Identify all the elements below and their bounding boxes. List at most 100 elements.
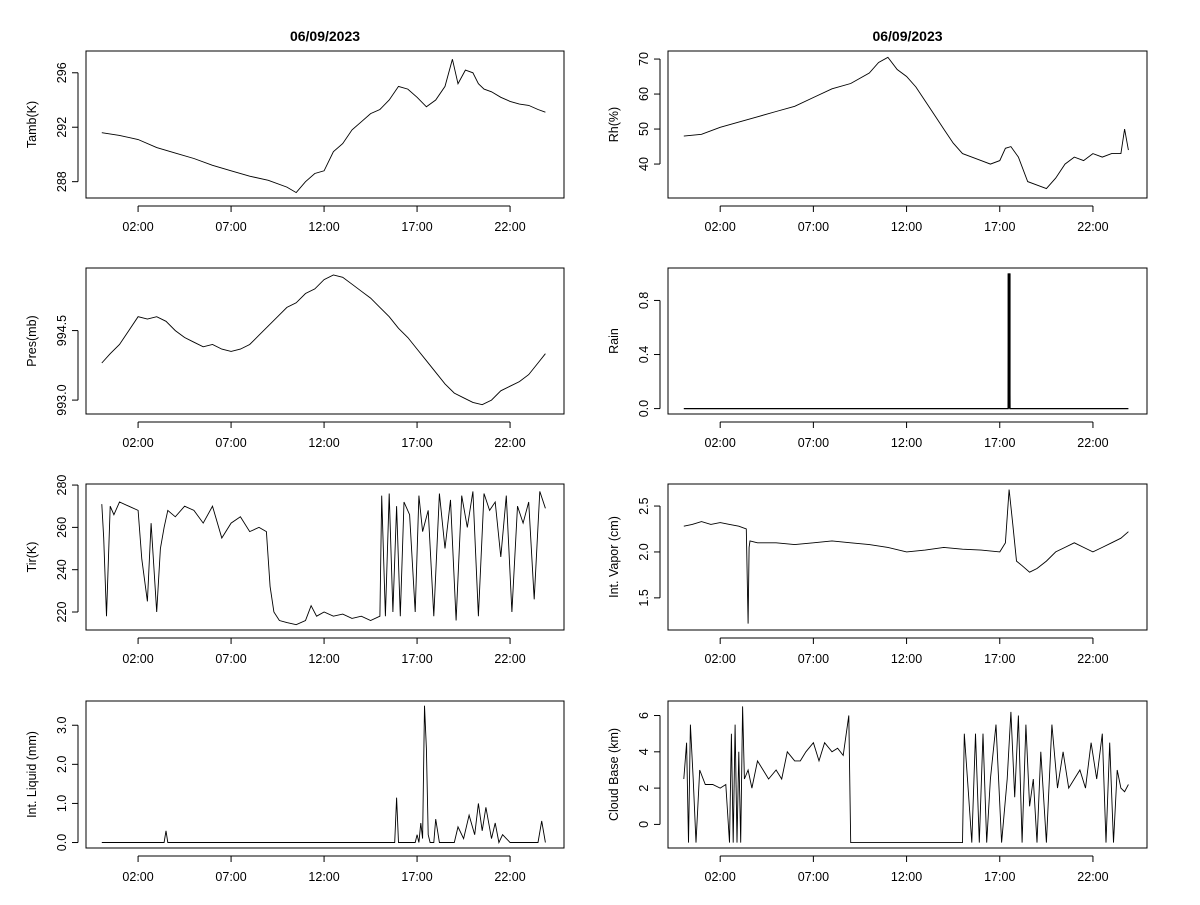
y-tick-label: 296: [55, 62, 69, 83]
y-tick-label: 4: [637, 748, 651, 755]
y-axis-label: Pres(mb): [25, 315, 39, 366]
y-tick-label: 0.0: [55, 834, 69, 851]
plot-frame: [85, 50, 565, 199]
x-tick-label: 02:00: [122, 652, 153, 666]
y-tick-label: 0.8: [637, 292, 651, 309]
x-tick-label: 17:00: [401, 436, 432, 450]
series-line: [101, 705, 546, 844]
y-tick-label: 240: [55, 559, 69, 580]
x-tick-label: 17:00: [984, 436, 1015, 450]
x-tick-label: 07:00: [798, 436, 829, 450]
series-line: [101, 491, 546, 626]
x-tick-label: 02:00: [122, 436, 153, 450]
plot-frame: [667, 483, 1148, 631]
x-tick-label: 02:00: [122, 220, 153, 234]
y-tick-label: 70: [637, 52, 651, 66]
y-tick-label: 288: [55, 171, 69, 192]
plot-frame: [667, 700, 1148, 849]
x-tick-label: 12:00: [308, 436, 339, 450]
x-tick-label: 12:00: [891, 870, 922, 884]
y-tick-label: 280: [55, 475, 69, 496]
y-tick-label: 0.4: [637, 346, 651, 363]
series-line: [683, 706, 1129, 844]
panel-3: 02:00 07:00 12:00 17:00 22:00 993.0 994.5 Pres(…: [25, 267, 565, 450]
y-tick-label: 40: [637, 157, 651, 171]
x-tick-label: 17:00: [984, 652, 1015, 666]
series-line: [683, 56, 1129, 190]
chart-title: 06/09/2023: [290, 28, 360, 44]
x-tick-label: 07:00: [798, 652, 829, 666]
x-tick-label: 22:00: [494, 652, 525, 666]
y-tick-label: 220: [55, 602, 69, 623]
x-tick-label: 02:00: [705, 436, 736, 450]
y-tick-label: 6: [637, 712, 651, 719]
x-tick-label: 12:00: [308, 652, 339, 666]
x-tick-label: 07:00: [798, 870, 829, 884]
y-tick-label: 1.5: [637, 589, 651, 606]
y-axis-label: Rain: [607, 328, 621, 354]
y-axis-label: Cloud Base (km): [607, 728, 621, 821]
x-tick-label: 07:00: [215, 436, 246, 450]
y-tick-label: 994.5: [55, 315, 69, 346]
plot-frame: [667, 267, 1148, 415]
x-tick-label: 02:00: [122, 870, 153, 884]
y-axis-label: Int. Vapor (cm): [607, 516, 621, 598]
y-tick-label: 2: [637, 785, 651, 792]
x-tick-label: 17:00: [401, 870, 432, 884]
y-tick-label: 993.0: [55, 384, 69, 415]
panel-8: 02:00 07:00 12:00 17:00 22:00 0 2 4 6 Cloud Base …: [607, 700, 1148, 884]
y-axis-label: Rh(%): [607, 107, 621, 142]
series-line: [683, 489, 1129, 624]
chart-title: 06/09/2023: [872, 28, 942, 44]
series-line: [683, 273, 1129, 410]
x-tick-label: 22:00: [1077, 220, 1108, 234]
x-tick-label: 12:00: [308, 870, 339, 884]
x-tick-label: 22:00: [1077, 870, 1108, 884]
y-tick-label: 260: [55, 517, 69, 538]
y-tick-label: 60: [637, 87, 651, 101]
y-tick-label: 0.0: [637, 400, 651, 417]
x-tick-label: 07:00: [215, 652, 246, 666]
y-tick-label: 2.0: [55, 756, 69, 773]
plot-frame: [85, 483, 565, 631]
y-axis-label: Int. Liquid (mm): [25, 731, 39, 818]
panel-7: 02:00 07:00 12:00 17:00 22:00 0.0 1.0 2.0 3.0 Int…: [25, 700, 565, 884]
x-tick-label: 22:00: [1077, 436, 1108, 450]
x-tick-label: 17:00: [984, 220, 1015, 234]
x-tick-label: 12:00: [308, 220, 339, 234]
panel-5: 02:00 07:00 12:00 17:00 22:00 220 240 260 280 Tir…: [25, 475, 565, 666]
x-tick-label: 22:00: [494, 870, 525, 884]
x-tick-label: 07:00: [215, 870, 246, 884]
y-tick-label: 1.0: [55, 795, 69, 812]
y-tick-label: 3.0: [55, 717, 69, 734]
y-tick-label: 2.0: [637, 543, 651, 560]
series-line: [101, 59, 546, 194]
x-tick-label: 02:00: [705, 652, 736, 666]
x-tick-label: 07:00: [215, 220, 246, 234]
panel-1: 02:00 07:00 12:00 17:00 22:00 288 292 296 Tamb(K…: [25, 28, 565, 234]
x-tick-label: 07:00: [798, 220, 829, 234]
x-tick-label: 17:00: [401, 220, 432, 234]
y-tick-label: 0: [637, 821, 651, 828]
panel-4: 02:00 07:00 12:00 17:00 22:00 0.0 0.4 0.8 Rain: [607, 267, 1148, 450]
x-tick-label: 02:00: [705, 220, 736, 234]
plot-frame: [85, 267, 565, 415]
y-tick-label: 2.5: [637, 497, 651, 514]
y-axis-label: Tir(K): [25, 542, 39, 573]
x-tick-label: 22:00: [494, 220, 525, 234]
x-tick-label: 12:00: [891, 220, 922, 234]
x-tick-label: 22:00: [494, 436, 525, 450]
x-tick-label: 17:00: [984, 870, 1015, 884]
x-tick-label: 17:00: [401, 652, 432, 666]
y-tick-label: 292: [55, 117, 69, 138]
panel-2: 02:00 07:00 12:00 17:00 22:00 40 50 60 70 Rh(%) 06…: [607, 28, 1148, 234]
plot-frame: [667, 50, 1148, 199]
x-tick-label: 02:00: [705, 870, 736, 884]
y-tick-label: 50: [637, 122, 651, 136]
plot-frame: [85, 700, 565, 849]
x-tick-label: 12:00: [891, 652, 922, 666]
x-tick-label: 22:00: [1077, 652, 1108, 666]
x-tick-label: 12:00: [891, 436, 922, 450]
